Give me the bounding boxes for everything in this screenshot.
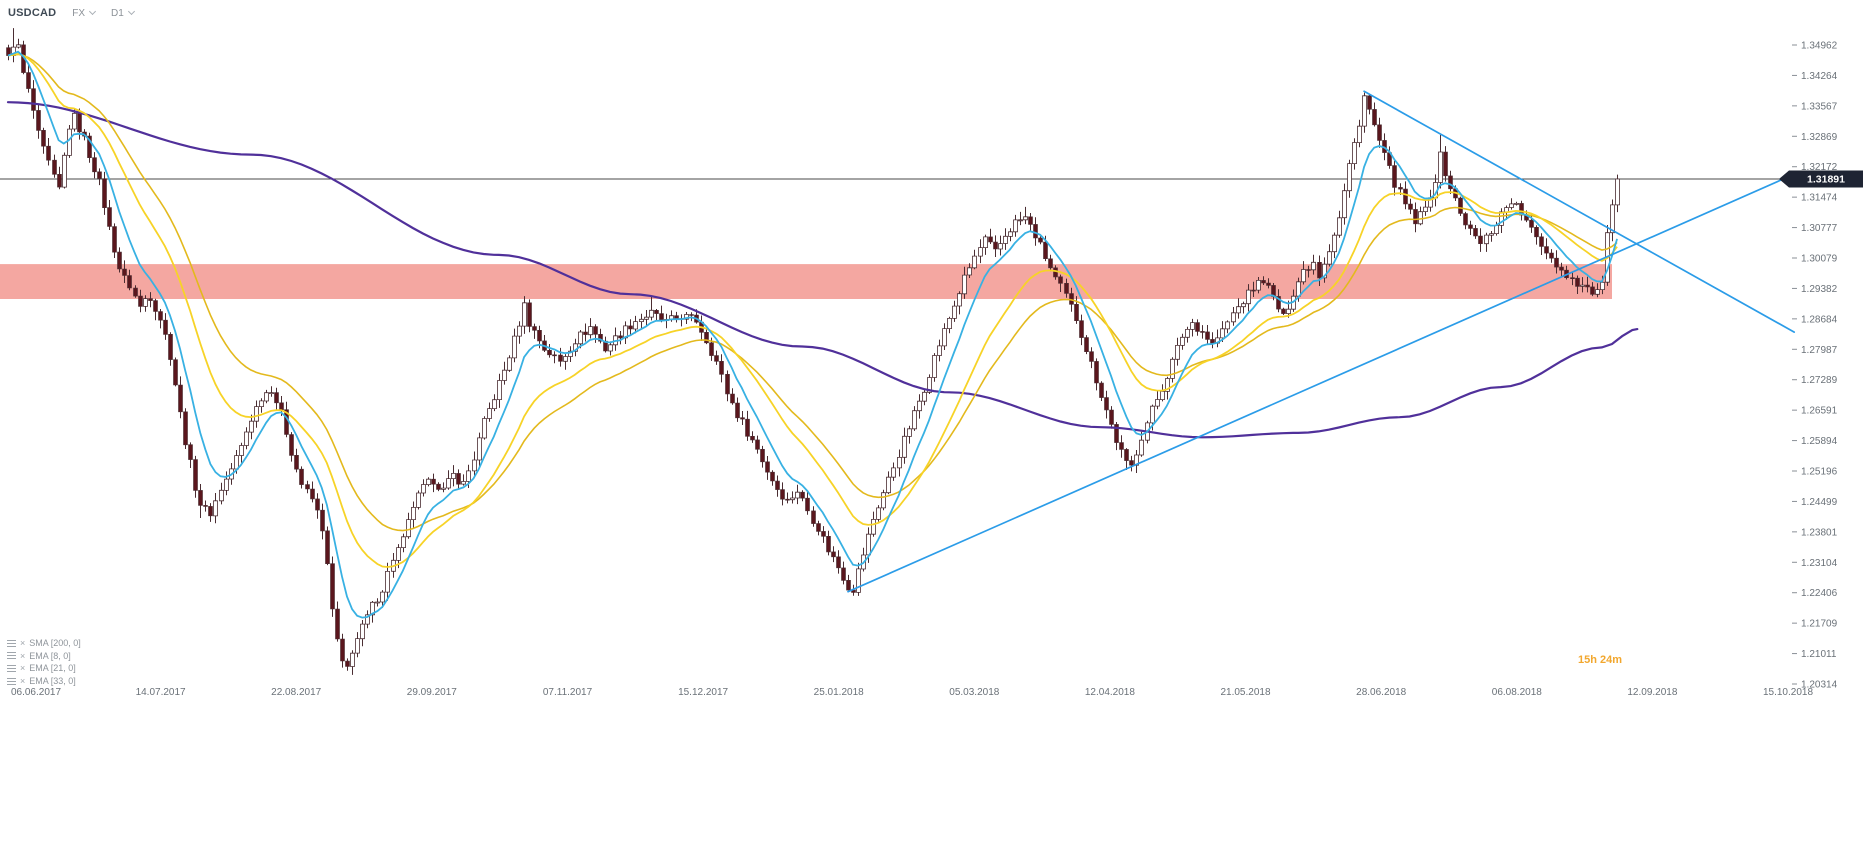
- price-scale[interactable]: 1.34962 1.34264 1.33567 1.32869 1.32172 1.314…: [1792, 0, 1868, 710]
- indicator-label: EMA [21, 0]: [29, 663, 76, 674]
- price-axis-label: 1.34962: [1801, 41, 1838, 52]
- price-axis-label: 1.28684: [1801, 314, 1838, 325]
- indicator-settings-icon[interactable]: [7, 664, 16, 672]
- time-scale[interactable]: 06.06.2017 14.07.2017 22.08.2017 29.09.2017…: [0, 683, 1813, 705]
- price-axis-label: 1.26591: [1801, 406, 1838, 417]
- timeframe-label: D1: [111, 7, 124, 19]
- price-axis-label: 1.21709: [1801, 619, 1838, 630]
- price-axis-label: 1.33567: [1801, 101, 1838, 112]
- price-badge-shape: [1779, 170, 1863, 188]
- market-label: FX: [72, 7, 86, 19]
- indicator-settings-icon[interactable]: [7, 677, 16, 685]
- price-axis-label: 1.22406: [1801, 588, 1838, 599]
- price-axis-label: 1.30777: [1801, 223, 1838, 234]
- sma-200-line[interactable]: [6, 101, 1639, 439]
- price-axis-label: 1.31474: [1801, 193, 1838, 204]
- time-axis-label: 15.12.2017: [678, 687, 728, 698]
- timeframe-selector[interactable]: D1: [111, 7, 135, 19]
- ema-8-line[interactable]: [7, 50, 1618, 619]
- price-axis-label: 1.27289: [1801, 375, 1838, 386]
- price-badge-value: 1.31891: [1807, 174, 1845, 186]
- time-axis-label: 05.03.2018: [949, 687, 999, 698]
- support-zone[interactable]: [0, 264, 1612, 299]
- price-axis-label: 1.32172: [1801, 162, 1838, 173]
- indicator-settings-icon[interactable]: [7, 652, 16, 660]
- time-axis-label: 25.01.2018: [814, 687, 864, 698]
- time-axis-label: 14.07.2017: [136, 687, 186, 698]
- time-axis-label: 29.09.2017: [407, 687, 457, 698]
- price-axis-label: 1.25196: [1801, 467, 1838, 478]
- time-axis-label: 21.05.2018: [1220, 687, 1270, 698]
- chevron-down-icon: [127, 7, 135, 16]
- remove-indicator-icon[interactable]: ×: [20, 663, 26, 674]
- market-selector[interactable]: FX: [72, 7, 97, 19]
- time-axis-label: 07.11.2017: [543, 687, 593, 698]
- ema-33-line[interactable]: [7, 53, 1618, 532]
- price-axis-label: 1.29382: [1801, 284, 1838, 295]
- descending-resistance-trendline[interactable]: [1363, 90, 1796, 333]
- indicator-legend-item: × EMA [33, 0]: [7, 675, 81, 688]
- indicator-legend: × SMA [200, 0] × EMA [8, 0] × EMA [21, 0] × EMA…: [7, 637, 81, 687]
- time-axis-label: 28.06.2018: [1356, 687, 1406, 698]
- current-price-badge: 1.31891: [1779, 170, 1863, 188]
- price-axis-label: 1.21011: [1801, 649, 1837, 660]
- symbol-name[interactable]: USDCAD: [8, 7, 57, 19]
- remove-indicator-icon[interactable]: ×: [20, 638, 26, 649]
- indicator-legend-item: × EMA [8, 0]: [7, 650, 81, 663]
- time-axis-label: 06.06.2017: [11, 687, 61, 698]
- indicator-label: SMA [200, 0]: [29, 638, 81, 649]
- price-axis-label: 1.27987: [1801, 345, 1838, 356]
- time-axis-label: 12.04.2018: [1085, 687, 1135, 698]
- down-candles: [6, 44, 1595, 667]
- indicator-settings-icon[interactable]: [7, 639, 16, 647]
- price-axis-label: 1.32869: [1801, 132, 1838, 143]
- price-axis-label: 1.23104: [1801, 558, 1838, 569]
- indicator-label: EMA [8, 0]: [29, 650, 71, 661]
- price-axis-label: 1.23801: [1801, 527, 1838, 538]
- candle-wicks: [8, 28, 1618, 675]
- indicator-label: EMA [33, 0]: [29, 676, 76, 687]
- remove-indicator-icon[interactable]: ×: [20, 650, 26, 661]
- price-axis-label: 1.30079: [1801, 254, 1838, 265]
- candle-close-countdown: 15h 24m: [1578, 654, 1623, 666]
- chevron-down-icon: [89, 7, 97, 16]
- chart-toolbar: USDCAD FX D1: [8, 7, 135, 19]
- price-axis-label: 1.25894: [1801, 436, 1838, 447]
- time-axis-label: 06.08.2018: [1492, 687, 1542, 698]
- price-axis-label: 1.24499: [1801, 497, 1838, 508]
- price-axis-label: 1.20314: [1801, 680, 1838, 691]
- price-axis-label: 1.34264: [1801, 71, 1838, 82]
- indicator-legend-item: × SMA [200, 0]: [7, 637, 81, 650]
- time-axis-label: 12.09.2018: [1627, 687, 1677, 698]
- remove-indicator-icon[interactable]: ×: [20, 676, 26, 687]
- candlestick-series: [6, 28, 1620, 675]
- time-axis-label: 15.10.2018: [1763, 687, 1813, 698]
- ema-21-line[interactable]: [7, 52, 1618, 568]
- indicator-legend-item: × EMA [21, 0]: [7, 662, 81, 675]
- time-axis-label: 22.08.2017: [271, 687, 321, 698]
